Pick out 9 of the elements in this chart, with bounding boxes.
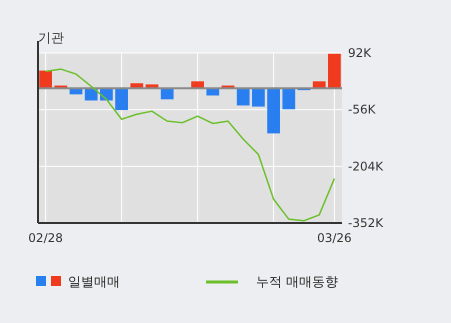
x-tick-label: 02/28 (28, 231, 63, 245)
legend-label: 일별매매 (68, 275, 120, 290)
x-tick-label: 03/26 (317, 231, 352, 245)
chart-title: 기관 (38, 31, 64, 46)
y-tick-label: -204K (348, 159, 384, 174)
y-tick-label: 92K (348, 46, 372, 60)
y-tick-label: -352K (348, 216, 384, 230)
legend-label: 누적 매매동향 (256, 275, 338, 290)
y-tick-label: -56K (348, 102, 377, 117)
